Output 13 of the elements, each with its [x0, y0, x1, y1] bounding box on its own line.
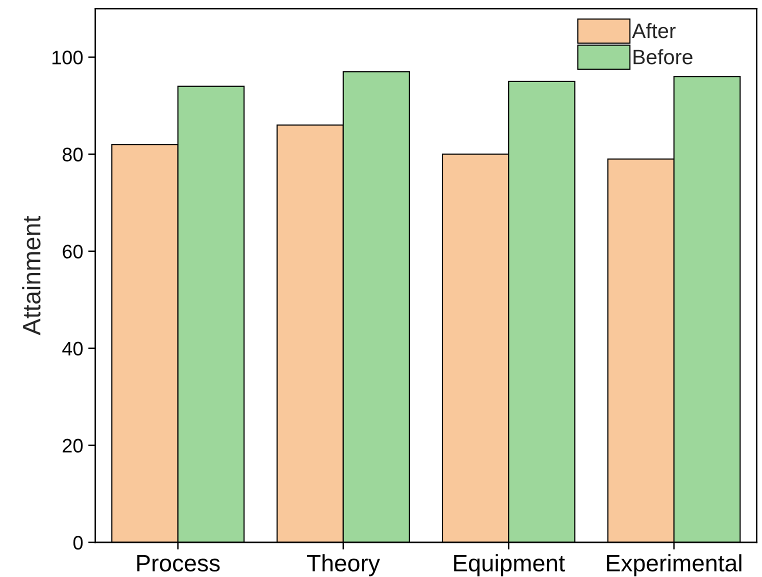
x-tick-label: Experimental	[607, 554, 742, 576]
y-tick-label: 40	[62, 342, 83, 356]
x-tick-label: Equipment	[454, 554, 565, 576]
legend-label: Before	[634, 49, 692, 64]
x-tick-label: Process	[137, 555, 220, 572]
legend-label: After	[632, 22, 676, 38]
y-tick-label: 80	[62, 148, 83, 162]
x-tick-label: Theory	[307, 554, 380, 576]
y-tick-label: 100	[52, 50, 83, 64]
y-tick-label: 0	[73, 536, 83, 550]
y-tick-label: 60	[62, 244, 83, 258]
y-axis-title: Attainment	[22, 216, 41, 336]
y-tick-label: 20	[62, 438, 83, 453]
